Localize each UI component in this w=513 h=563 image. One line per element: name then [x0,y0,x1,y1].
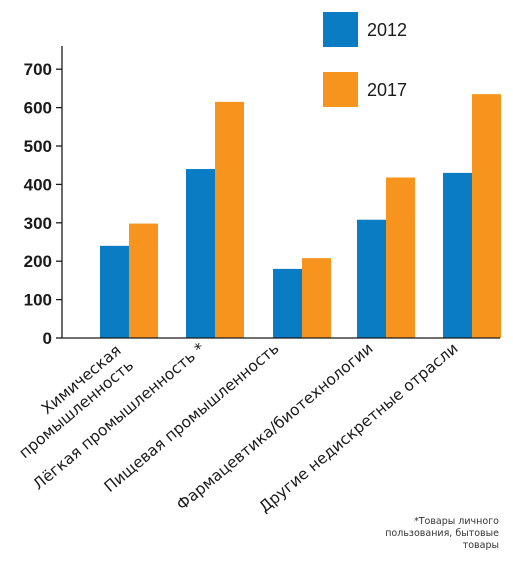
bar-2012-1 [100,245,129,338]
footnote: *Товары личного пользования, бытовые тов… [385,516,499,551]
y-axis: 0 100 200 300 400 500 600 700 [24,46,63,348]
y-tick-label: 100 [24,291,52,310]
bar-2012-2 [186,169,215,338]
bar-2017-1 [129,223,158,338]
bar-2017-4 [386,177,415,338]
bar-2012-4 [357,219,386,338]
bar-2017-3 [302,258,331,338]
legend-swatch-2017 [323,72,358,107]
legend-swatch-2012 [323,12,358,47]
bar-2017-2 [215,101,244,338]
y-tick-label: 0 [43,329,52,348]
legend: 2012 2017 [323,12,407,107]
y-tick-label: 500 [24,137,52,156]
y-tick-label: 400 [24,175,52,194]
bars [100,94,501,338]
x-category-label: Химическаяпромышленность [3,341,137,462]
legend-label-2017: 2017 [367,80,407,100]
bar-2012-5 [443,172,472,338]
y-tick-label: 600 [24,99,52,118]
bar-2012-3 [273,268,302,338]
legend-label-2012: 2012 [367,20,407,40]
y-tick-label: 700 [24,60,52,79]
y-tick-label: 200 [24,252,52,271]
bar-2017-5 [472,94,501,338]
y-tick-label: 300 [24,214,52,233]
